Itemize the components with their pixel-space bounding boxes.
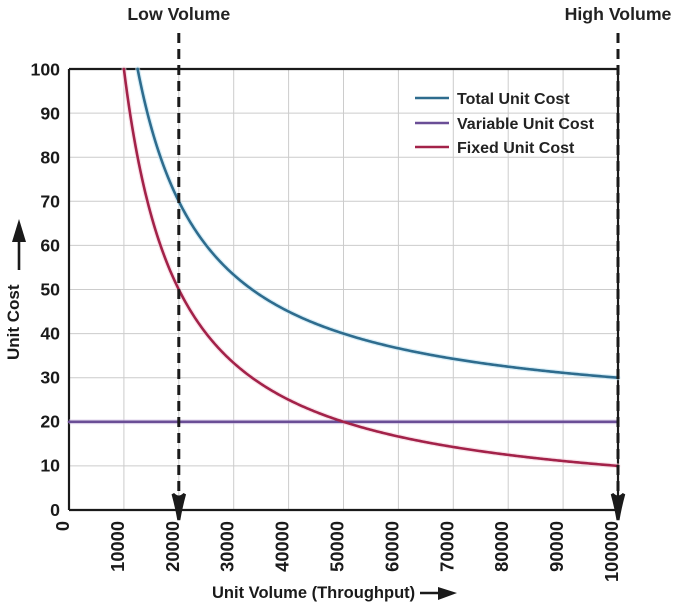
svg-text:100000: 100000 (601, 521, 622, 582)
svg-text:100: 100 (30, 60, 60, 80)
svg-text:Low Volume: Low Volume (127, 4, 230, 24)
svg-text:10000: 10000 (107, 521, 128, 572)
svg-text:40000: 40000 (272, 521, 293, 572)
svg-text:60: 60 (40, 236, 60, 256)
svg-text:80: 80 (40, 148, 60, 168)
svg-text:Unit Cost: Unit Cost (4, 284, 23, 360)
svg-text:50000: 50000 (327, 521, 348, 572)
svg-text:30000: 30000 (217, 521, 238, 572)
svg-text:20000: 20000 (162, 521, 183, 572)
svg-text:40: 40 (40, 324, 60, 344)
svg-text:70: 70 (40, 192, 60, 212)
svg-text:90: 90 (40, 104, 60, 124)
svg-text:Total Unit Cost: Total Unit Cost (457, 91, 570, 108)
svg-text:0: 0 (50, 500, 60, 520)
svg-text:0: 0 (52, 521, 73, 531)
svg-text:20: 20 (40, 412, 60, 432)
svg-text:High Volume: High Volume (565, 4, 672, 24)
svg-text:10: 10 (40, 456, 60, 476)
svg-text:30: 30 (40, 368, 60, 388)
svg-text:Unit Volume (Throughput): Unit Volume (Throughput) (212, 584, 415, 602)
svg-text:50: 50 (40, 280, 60, 300)
svg-text:70000: 70000 (436, 521, 457, 572)
svg-text:80000: 80000 (491, 521, 512, 572)
svg-text:60000: 60000 (381, 521, 402, 572)
svg-text:90000: 90000 (546, 521, 567, 572)
svg-text:Variable Unit Cost: Variable Unit Cost (457, 116, 595, 133)
svg-text:Fixed Unit Cost: Fixed Unit Cost (457, 140, 575, 157)
